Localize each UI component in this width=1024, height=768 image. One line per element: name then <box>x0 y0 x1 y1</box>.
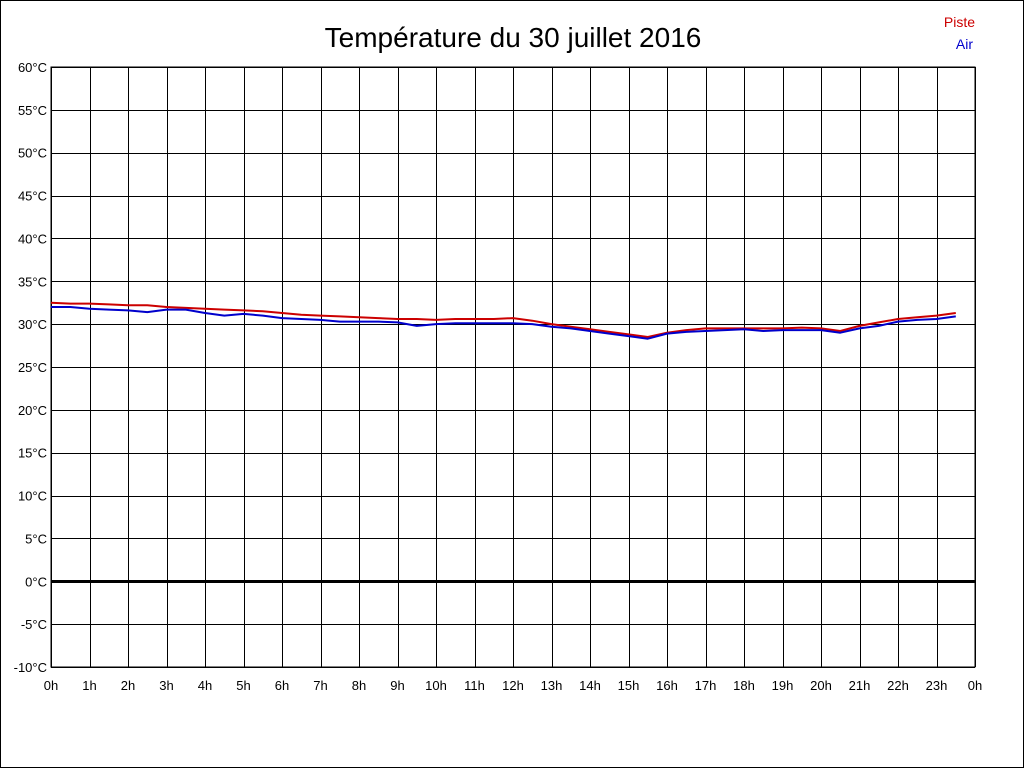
x-tick-label: 4h <box>198 678 212 693</box>
y-tick-label: 5°C <box>25 531 47 546</box>
y-tick-label: 40°C <box>18 231 47 246</box>
x-tick-label: 15h <box>618 678 640 693</box>
x-tick-label: 17h <box>695 678 717 693</box>
x-tick-label: 7h <box>313 678 327 693</box>
y-tick-label: 55°C <box>18 103 47 118</box>
y-tick-label: 60°C <box>18 60 47 75</box>
x-tick-label: 21h <box>849 678 871 693</box>
x-tick-label: 6h <box>275 678 289 693</box>
x-tick-labels: 0h 1h 2h 3h 4h 5h 6h 7h 8h 9h 10h 11h 12h 13h 14h 15h 16… <box>44 678 982 693</box>
chart-title: Température du 30 juillet 2016 <box>325 22 702 53</box>
legend-air: Air <box>956 36 973 52</box>
y-tick-label: 20°C <box>18 403 47 418</box>
y-tick-label: 0°C <box>25 574 47 589</box>
series-layer <box>50 301 956 340</box>
y-tick-label: 25°C <box>18 360 47 375</box>
x-tick-label: 19h <box>772 678 794 693</box>
x-tick-label: 1h <box>82 678 96 693</box>
x-tick-label: 2h <box>121 678 135 693</box>
x-tick-label: 5h <box>236 678 250 693</box>
y-tick-label: 35°C <box>18 274 47 289</box>
y-tick-label: 15°C <box>18 446 47 461</box>
x-tick-label: 20h <box>810 678 832 693</box>
y-tick-label: -10°C <box>14 660 47 675</box>
x-tick-label: 23h <box>926 678 948 693</box>
grid-lines <box>51 67 976 668</box>
x-tick-label: 14h <box>579 678 601 693</box>
x-tick-label: 12h <box>502 678 524 693</box>
x-tick-label: 13h <box>541 678 563 693</box>
y-tick-label: 50°C <box>18 146 47 161</box>
series-line-air <box>51 306 956 340</box>
x-tick-label: 0h <box>44 678 58 693</box>
series-line-piste <box>50 301 956 338</box>
x-tick-label: 11h <box>464 678 485 693</box>
y-tick-label: 45°C <box>18 189 47 204</box>
x-tick-label: 8h <box>352 678 366 693</box>
y-tick-label: 30°C <box>18 317 47 332</box>
y-tick-label: 10°C <box>18 489 47 504</box>
x-tick-label: 0h <box>968 678 982 693</box>
x-tick-label: 10h <box>425 678 447 693</box>
x-tick-label: 18h <box>733 678 755 693</box>
x-tick-label: 16h <box>656 678 678 693</box>
legend-piste: Piste <box>944 14 975 30</box>
y-tick-label: -5°C <box>21 617 47 632</box>
x-tick-label: 3h <box>159 678 173 693</box>
x-tick-label: 22h <box>887 678 909 693</box>
x-tick-label: 9h <box>390 678 404 693</box>
y-tick-labels: -10°C -5°C 0°C 5°C 10°C 15°C 20°C 25°C 30°C 35°C 4… <box>14 60 47 675</box>
